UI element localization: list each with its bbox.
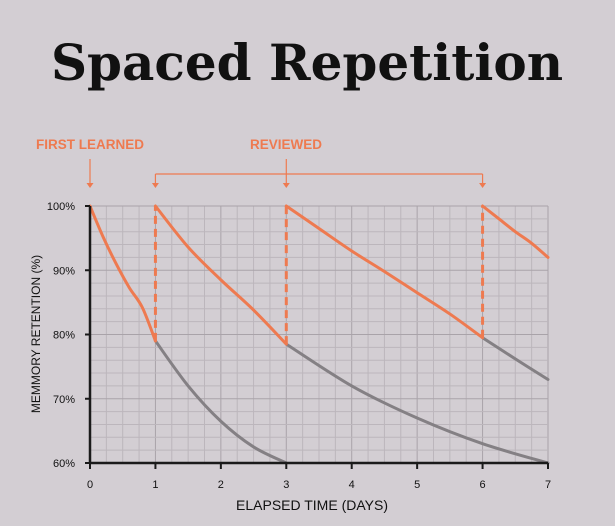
axes: 0 1 2 3 4 5 6 7 60% 70% 80% 90% 100%	[47, 201, 551, 491]
x-tick-label: 7	[545, 479, 551, 491]
x-axis-label: ELAPSED TIME (DAYS)	[236, 497, 388, 513]
y-tick-label: 80%	[53, 330, 75, 342]
x-tick-label: 3	[283, 479, 289, 491]
review-arrow	[282, 183, 290, 188]
x-tick-label: 5	[414, 479, 420, 491]
series	[88, 204, 550, 465]
retention-curve	[153, 204, 288, 346]
x-tick-label: 6	[480, 479, 486, 491]
reviewed-label: REVIEWED	[250, 137, 322, 152]
retention-curve	[88, 204, 157, 343]
y-tick-label: 100%	[47, 201, 75, 213]
grid	[89, 205, 549, 464]
x-tick-label: 2	[218, 479, 224, 491]
y-tick-label: 70%	[53, 394, 75, 406]
x-tick-label: 4	[349, 479, 355, 491]
forgetting-curve	[481, 336, 550, 381]
retention-curve	[481, 204, 550, 259]
first-learned-arrow	[86, 183, 94, 188]
chart-title: Spaced Repetition	[51, 33, 563, 92]
x-tick-label: 1	[152, 479, 158, 491]
y-tick-label: 90%	[53, 265, 75, 277]
annotations: FIRST LEARNED REVIEWED	[36, 137, 487, 188]
forgetting-curve	[284, 342, 550, 465]
x-tick-label: 0	[87, 479, 93, 491]
review-arrow	[479, 183, 487, 188]
y-tick-label: 60%	[53, 458, 75, 470]
y-axis-label: MEMMORY RETENTION (%)	[29, 255, 43, 413]
review-arrow	[151, 183, 159, 188]
first-learned-label: FIRST LEARNED	[36, 137, 144, 152]
retention-curve	[284, 204, 485, 340]
forgetting-curve	[153, 339, 288, 465]
